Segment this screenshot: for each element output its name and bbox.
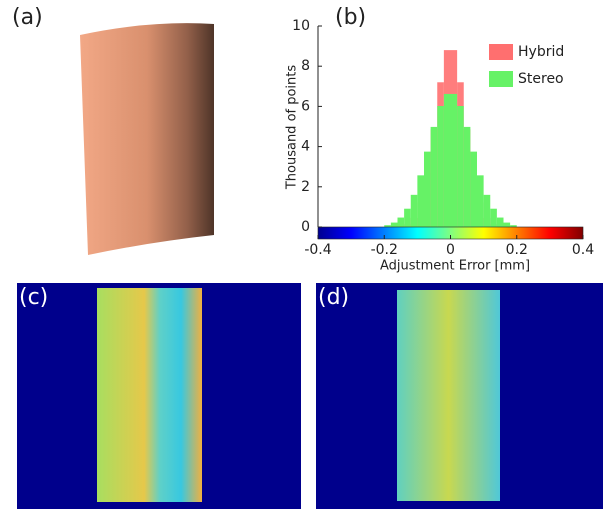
histogram-bar [510, 225, 517, 227]
panel-label: (b) [335, 5, 366, 30]
histogram-bar [404, 208, 411, 227]
y-tick-label: 4 [301, 139, 310, 155]
y-tick-label: 10 [292, 18, 310, 34]
histogram-bar [450, 93, 458, 227]
histogram-bar [457, 105, 464, 227]
histogram-bar [424, 151, 431, 227]
histogram-bar [477, 175, 484, 227]
legend-swatch [489, 44, 513, 60]
histogram-bar [410, 194, 418, 227]
histogram-bar [430, 126, 438, 227]
histogram-bar [470, 151, 477, 227]
y-tick-label: 2 [301, 179, 310, 195]
histogram-bar [463, 126, 471, 227]
y-tick-label: 0 [301, 219, 310, 235]
histogram-bar [397, 217, 405, 227]
x-tick-label: -0.2 [371, 242, 398, 258]
y-tick-label: 6 [301, 98, 310, 114]
x-axis-label: Adjustment Error [mm] [380, 259, 530, 274]
histogram-bar [490, 208, 497, 227]
y-tick-label: 8 [301, 58, 310, 74]
panel-label: (a) [12, 5, 43, 30]
error-map [97, 288, 202, 502]
histogram-bar [390, 222, 398, 227]
legend-label: Stereo [518, 71, 564, 87]
histogram-bar [443, 93, 451, 227]
x-tick-label: 0.4 [572, 242, 594, 258]
histogram-bar [384, 225, 391, 227]
panel-label: (d) [318, 285, 349, 310]
x-tick-label: 0 [446, 242, 455, 258]
histogram-bar [417, 175, 424, 227]
histogram-bar [503, 222, 511, 227]
histogram-bar [437, 105, 444, 227]
legend-label: Hybrid [518, 44, 564, 60]
legend-swatch [489, 71, 513, 87]
cylinder [80, 23, 214, 255]
error-map [397, 290, 500, 501]
x-tick-label: -0.4 [304, 242, 331, 258]
histogram-bar [483, 194, 491, 227]
histogram-bar [496, 217, 504, 227]
x-tick-label: 0.2 [506, 242, 528, 258]
panel-label: (c) [19, 285, 48, 310]
y-axis-label: Thousand of points [285, 65, 300, 191]
